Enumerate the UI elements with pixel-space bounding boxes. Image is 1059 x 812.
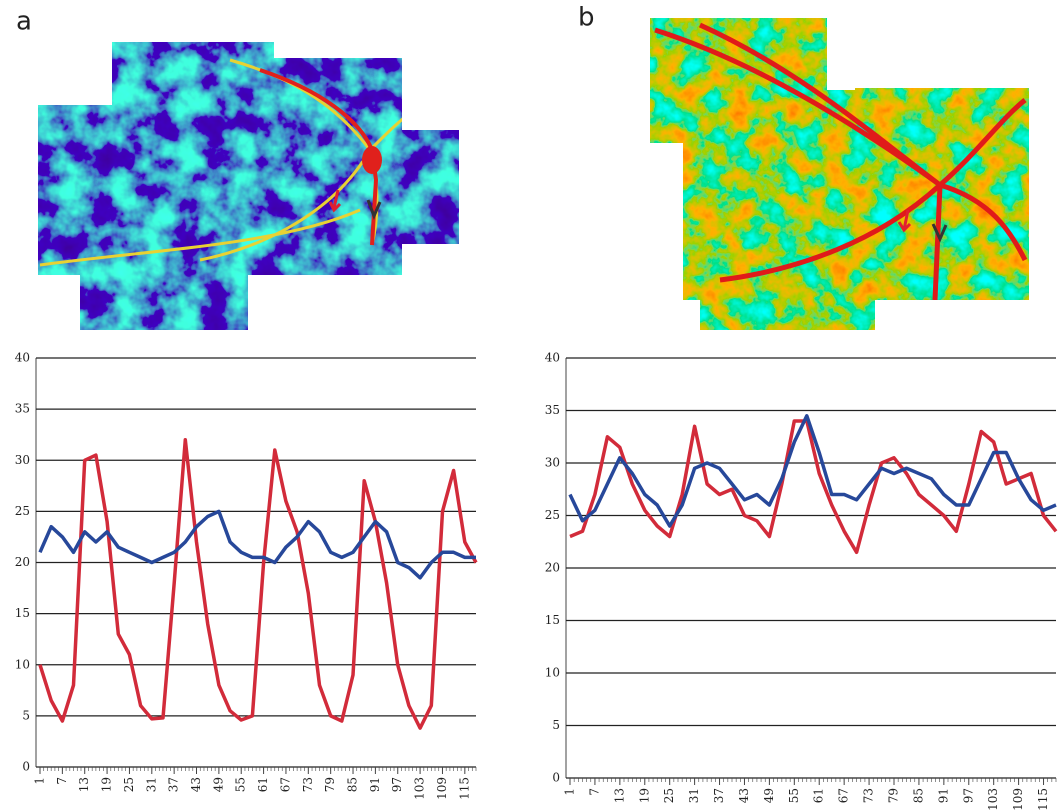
y-tick-label: 0	[22, 760, 30, 774]
x-tick-label: 19	[100, 777, 114, 792]
x-tick-label: 115	[1036, 788, 1050, 811]
data-line	[570, 421, 1056, 552]
heatmap-b	[645, 15, 1035, 335]
x-tick-label: 25	[662, 788, 676, 803]
x-tick-label: 55	[234, 777, 248, 792]
y-tick-label: 15	[545, 613, 560, 627]
x-tick-label: 115	[457, 777, 471, 800]
x-tick-label: 91	[368, 777, 382, 792]
x-tick-label: 25	[122, 777, 136, 792]
x-tick-label: 19	[637, 788, 651, 803]
x-tick-label: 67	[837, 788, 851, 803]
y-tick-label: 40	[545, 351, 560, 365]
y-tick-label: 25	[15, 504, 30, 518]
x-tick-label: 1	[563, 788, 577, 796]
x-tick-label: 73	[301, 777, 315, 792]
x-tick-label: 97	[390, 777, 404, 792]
y-tick-label: 30	[545, 456, 560, 470]
x-tick-label: 109	[1011, 788, 1025, 811]
y-tick-label: 15	[15, 606, 30, 620]
heatmap-a	[30, 35, 470, 335]
x-tick-label: 43	[189, 777, 203, 792]
y-tick-label: 0	[552, 771, 560, 785]
y-tick-label: 10	[545, 666, 560, 680]
x-tick-label: 7	[587, 788, 601, 796]
x-tick-label: 13	[77, 777, 91, 792]
x-tick-label: 91	[936, 788, 950, 803]
y-tick-label: 25	[545, 508, 560, 522]
x-tick-label: 61	[812, 788, 826, 803]
x-tick-label: 103	[413, 777, 427, 800]
x-tick-label: 79	[323, 777, 337, 792]
x-tick-label: 37	[712, 788, 726, 803]
x-tick-label: 61	[256, 777, 270, 792]
x-tick-label: 7	[55, 777, 69, 785]
y-tick-label: 5	[552, 718, 560, 732]
panel-label: b	[578, 3, 595, 33]
y-tick-label: 30	[15, 453, 30, 467]
y-tick-label: 40	[15, 351, 30, 365]
x-tick-label: 1	[33, 777, 47, 785]
x-tick-label: 49	[762, 788, 776, 803]
x-tick-label: 85	[911, 788, 925, 803]
data-line	[40, 440, 476, 728]
y-tick-label: 35	[545, 403, 560, 417]
x-tick-label: 79	[887, 788, 901, 803]
y-tick-label: 35	[15, 402, 30, 416]
x-tick-label: 43	[737, 788, 751, 803]
y-tick-label: 5	[22, 708, 30, 722]
x-tick-label: 31	[144, 777, 158, 792]
panel-label: a	[16, 7, 32, 37]
y-tick-label: 20	[15, 555, 30, 569]
x-tick-label: 55	[787, 788, 801, 803]
x-tick-label: 67	[278, 777, 292, 792]
x-tick-label: 49	[211, 777, 225, 792]
x-tick-label: 73	[862, 788, 876, 803]
x-tick-label: 13	[612, 788, 626, 803]
x-tick-label: 85	[346, 777, 360, 792]
figure: a b 051015202530354017131925313743495561…	[0, 0, 1059, 812]
y-tick-label: 10	[15, 657, 30, 671]
x-tick-label: 37	[167, 777, 181, 792]
y-tick-label: 20	[545, 561, 560, 575]
x-tick-label: 31	[687, 788, 701, 803]
x-tick-label: 103	[986, 788, 1000, 811]
x-tick-label: 97	[961, 788, 975, 803]
x-tick-label: 109	[435, 777, 449, 800]
